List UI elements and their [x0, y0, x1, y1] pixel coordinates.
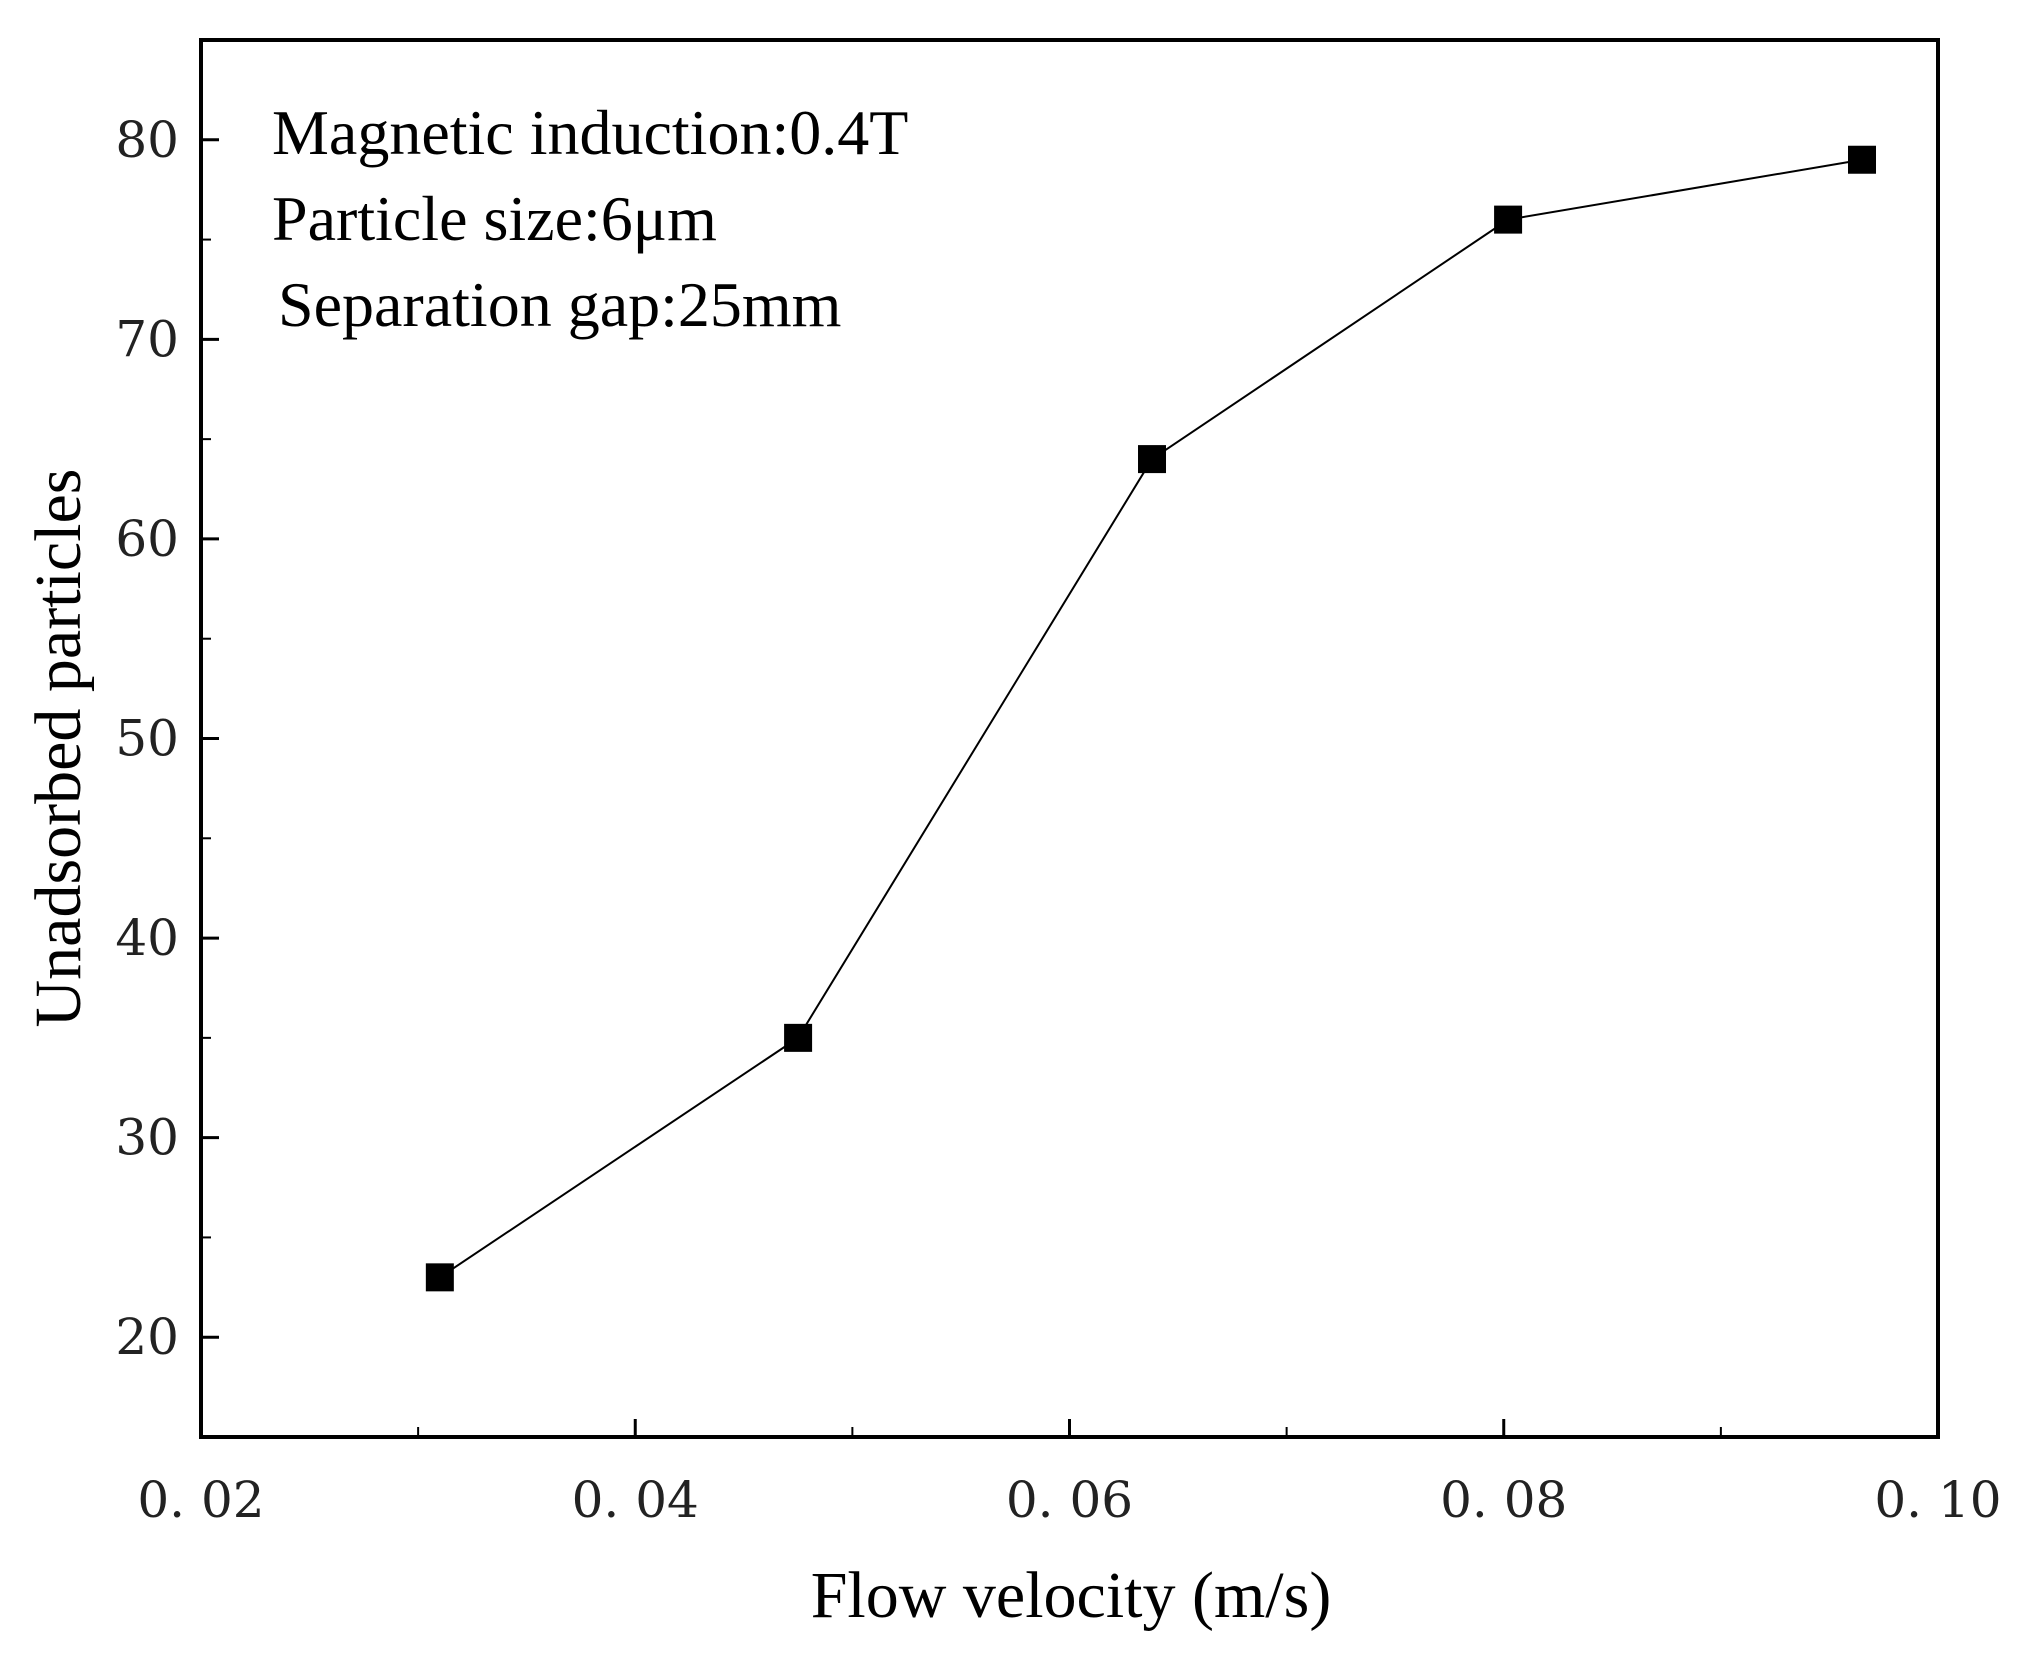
x-tick-label: 0. 10	[1874, 1471, 2001, 1529]
x-tick-label: 0. 02	[137, 1471, 264, 1529]
x-axis-title: Flow velocity (m/s)	[811, 1559, 1332, 1632]
x-tick-label: 0. 08	[1440, 1471, 1567, 1529]
x-tick-label: 0. 04	[572, 1471, 699, 1529]
y-axis-title: Unadsorbed particles	[22, 469, 95, 1028]
y-tick-label: 50	[115, 710, 179, 768]
labels-layer: 0. 02 0. 04 0. 06 0. 08 0. 10 20 30 40 50 60 70 80	[115, 111, 2001, 1529]
annotation-block: Magnetic induction:0.4T Particle size:6μ…	[272, 97, 908, 340]
data-point-marker	[425, 1263, 454, 1292]
y-tick-label: 60	[115, 510, 179, 568]
y-tick-label: 40	[115, 909, 179, 967]
annotation-magnetic-induction: Magnetic induction:0.4T	[272, 97, 908, 168]
y-tick-label: 30	[115, 1109, 179, 1167]
data-point-marker	[1138, 445, 1167, 474]
plot-frame	[199, 38, 1940, 1439]
y-tick-label: 80	[115, 111, 179, 169]
y-tick-label: 20	[115, 1308, 179, 1366]
annotation-particle-size: Particle size:6μm	[272, 183, 717, 254]
data-point-marker	[784, 1023, 813, 1052]
data-point-marker	[1848, 145, 1877, 174]
x-tick-label: 0. 06	[1006, 1471, 1133, 1529]
series-layer	[425, 145, 1877, 1292]
y-tick-label: 70	[115, 310, 179, 368]
annotation-separation-gap: Separation gap:25mm	[278, 269, 841, 340]
data-point-marker	[1494, 205, 1523, 234]
